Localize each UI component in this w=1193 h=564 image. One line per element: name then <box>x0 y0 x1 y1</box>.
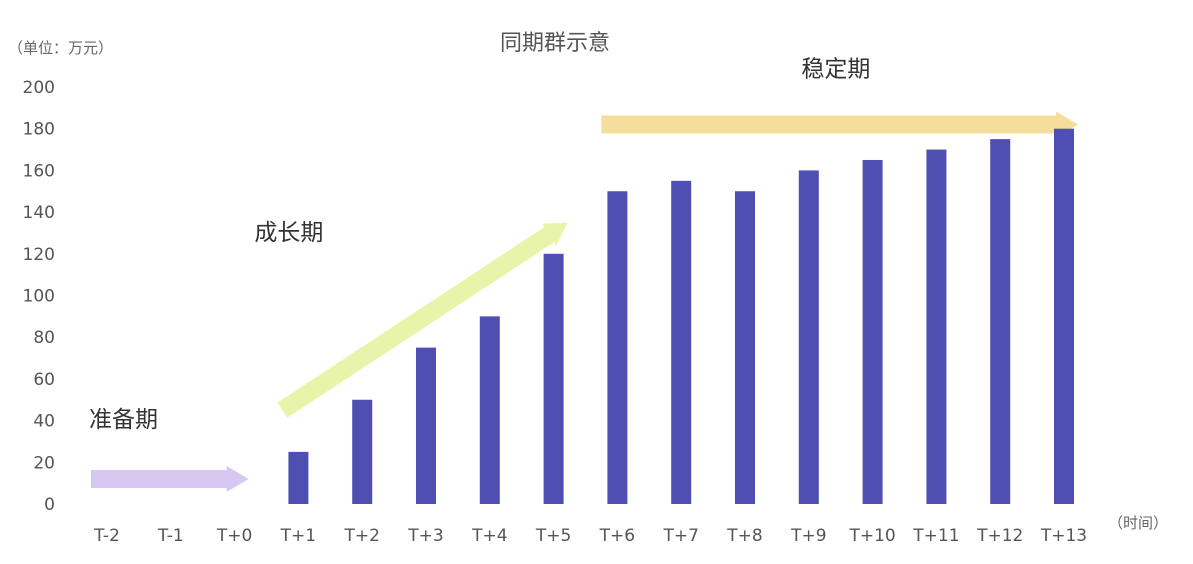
y-tick-label: 80 <box>33 328 55 348</box>
y-tick-label: 100 <box>23 287 55 307</box>
y-tick-label: 160 <box>23 161 55 181</box>
y-tick-label: 200 <box>23 78 55 98</box>
x-tick-label: T+11 <box>912 526 959 546</box>
bars <box>288 128 1074 505</box>
x-tick-label: T+1 <box>280 526 316 546</box>
phase-arrow <box>601 111 1078 138</box>
y-tick-label: 0 <box>44 495 55 515</box>
x-tick-label: T+13 <box>1040 526 1087 546</box>
x-tick-label: T+6 <box>599 526 635 546</box>
phase-label: 成长期 <box>254 220 323 246</box>
bar-T+8 <box>735 191 755 504</box>
y-axis-ticks: 0 20 40 60 80 100 120 140 160 180 200 <box>23 78 55 515</box>
bar-T+1 <box>288 451 309 504</box>
bar-T+7 <box>671 180 692 504</box>
x-tick-label: T+4 <box>471 526 507 546</box>
phase-arrow-shape <box>91 465 249 492</box>
phase-labels: 准备期 成长期 稳定期 <box>89 57 870 433</box>
x-axis-ticks: T-2 T-1 T+0 T+1 T+2 T+3 T+4 T+5 T+6 T+7 T+8 T+9 T+10… <box>93 526 1087 546</box>
x-tick-label: T+7 <box>662 526 698 546</box>
bar-T+5 <box>543 253 564 504</box>
y-axis-unit-label: （单位：万元） <box>8 39 113 57</box>
x-tick-label: T+3 <box>407 526 443 546</box>
bar-T+2 <box>352 399 373 504</box>
phase-label: 准备期 <box>89 407 158 433</box>
x-tick-label: T+8 <box>726 526 762 546</box>
phase-arrow-shape <box>601 111 1078 138</box>
bar-T+11 <box>926 149 947 505</box>
y-tick-label: 40 <box>33 412 55 432</box>
x-tick-label: T+2 <box>343 526 379 546</box>
x-tick-label: T-2 <box>93 526 120 546</box>
x-tick-label: T+5 <box>535 526 571 546</box>
bar-T+4 <box>479 316 500 504</box>
y-tick-label: 180 <box>23 120 55 140</box>
phase-label: 稳定期 <box>801 57 870 83</box>
bar-T+10 <box>862 159 883 504</box>
y-tick-label: 120 <box>23 245 55 265</box>
bar-T+12 <box>990 139 1011 504</box>
phase-arrow <box>91 465 249 492</box>
x-tick-label: T+9 <box>790 526 826 546</box>
y-tick-label: 60 <box>33 370 55 390</box>
chart-title: 同期群示意 <box>500 31 610 56</box>
phase-arrow <box>277 222 568 418</box>
phase-arrow-shape <box>277 222 568 418</box>
phase-arrows <box>91 111 1078 492</box>
bar-T+3 <box>416 347 436 504</box>
x-tick-label: T-1 <box>157 526 184 546</box>
x-axis-unit-label: （时间） <box>1108 514 1168 532</box>
x-tick-label: T+0 <box>216 526 252 546</box>
y-tick-label: 140 <box>23 203 55 223</box>
x-tick-label: T+12 <box>976 526 1023 546</box>
bar-T+13 <box>1054 128 1074 504</box>
x-tick-label: T+10 <box>848 526 895 546</box>
bar-T+9 <box>798 170 819 504</box>
y-tick-label: 20 <box>33 453 55 473</box>
bar-T+6 <box>607 191 628 504</box>
